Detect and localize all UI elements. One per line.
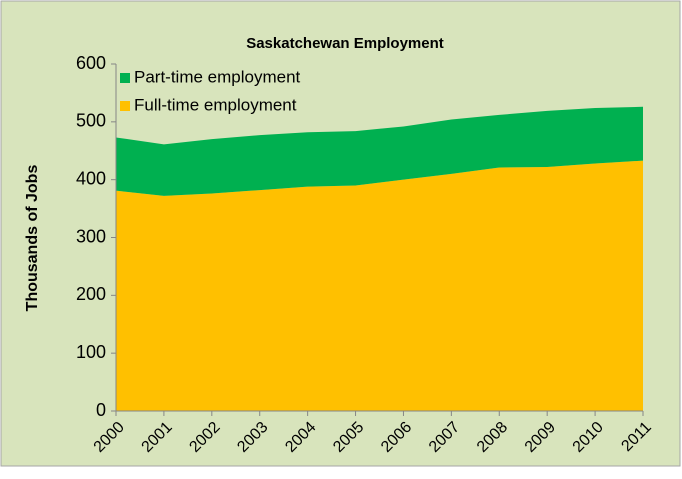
area [116, 106, 643, 196]
area [116, 160, 643, 411]
legend-label: Part-time employment [134, 67, 301, 86]
y-tick-label: 200 [76, 284, 106, 304]
y-tick-label: 500 [76, 111, 106, 131]
y-axis-label: Thousands of Jobs [24, 165, 41, 312]
y-tick-label: 100 [76, 342, 106, 362]
y-tick-label: 300 [76, 226, 106, 246]
y-tick-label: 600 [76, 53, 106, 73]
legend-swatch [120, 73, 130, 83]
legend-swatch [120, 101, 130, 111]
y-tick-label: 400 [76, 168, 106, 188]
legend-label: Full-time employment [134, 95, 297, 114]
chart-title: Saskatchewan Employment [246, 35, 444, 52]
y-tick-label: 0 [96, 400, 106, 420]
